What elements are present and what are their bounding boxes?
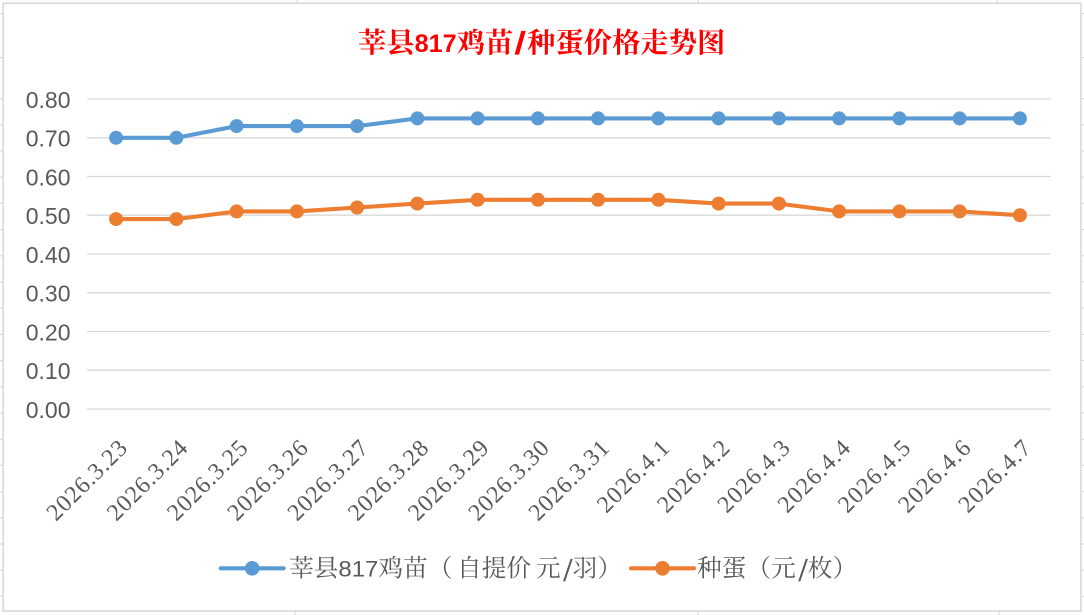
svg-text:0.00: 0.00	[26, 397, 71, 423]
svg-text:0.80: 0.80	[26, 87, 71, 113]
svg-text:0.60: 0.60	[26, 164, 71, 190]
svg-text:0.40: 0.40	[26, 242, 71, 268]
svg-text:0.50: 0.50	[26, 203, 71, 229]
svg-text:817: 817	[338, 557, 378, 582]
svg-text:0.70: 0.70	[26, 126, 71, 152]
svg-text:0.10: 0.10	[26, 358, 71, 384]
svg-text:817: 817	[415, 30, 457, 58]
svg-text:0.20: 0.20	[26, 319, 71, 345]
svg-text:0.30: 0.30	[26, 281, 71, 307]
